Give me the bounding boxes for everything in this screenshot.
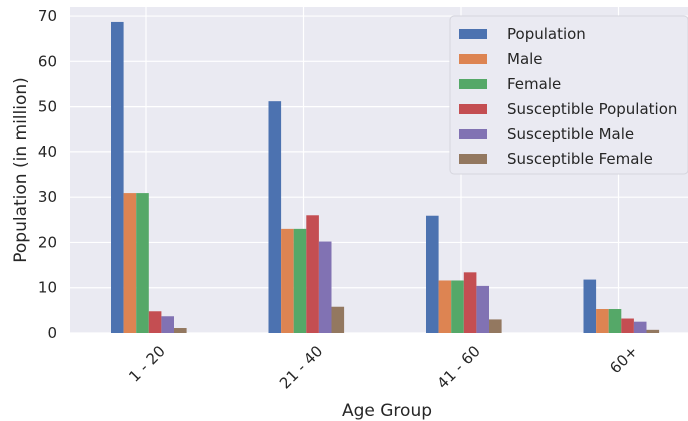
legend-swatch — [459, 54, 487, 64]
legend-label: Female — [507, 75, 561, 93]
x-tick-labels: 1 - 20 21 - 40 41 - 60 60+ — [125, 342, 641, 392]
bar — [318, 241, 332, 333]
legend-swatch — [459, 104, 487, 114]
y-tick-label: 40 — [38, 143, 57, 161]
bar — [281, 228, 294, 333]
legend-label: Susceptible Female — [507, 150, 653, 168]
y-tick-label: 70 — [38, 7, 57, 25]
legend-label: Male — [507, 50, 543, 68]
bar — [331, 306, 345, 333]
bar — [476, 285, 489, 333]
bar — [426, 215, 439, 333]
bar — [293, 228, 307, 333]
y-tick-label: 20 — [38, 233, 57, 251]
legend-label: Population — [507, 25, 586, 43]
bar — [583, 279, 597, 333]
y-tick-label: 50 — [38, 98, 57, 116]
legend-swatch — [459, 29, 487, 39]
bar — [608, 309, 622, 333]
bar — [268, 101, 282, 333]
bar — [306, 215, 319, 333]
bar — [111, 21, 124, 334]
x-tick-label: 1 - 20 — [125, 342, 169, 386]
x-tick-label: 21 - 40 — [276, 342, 326, 392]
bar — [463, 272, 477, 333]
bar — [451, 280, 464, 333]
y-tick-labels: 0 10 20 30 40 50 60 70 — [38, 7, 57, 342]
x-tick-label: 60+ — [606, 342, 641, 377]
legend-label: Susceptible Population — [507, 100, 677, 118]
bars — [111, 21, 660, 334]
legend-swatch — [459, 79, 487, 89]
y-tick-label: 60 — [38, 52, 57, 70]
bar — [633, 321, 647, 333]
bar — [148, 311, 162, 333]
y-tick-label: 30 — [38, 188, 57, 206]
legend-swatch — [459, 154, 487, 164]
y-tick-label: 0 — [47, 324, 57, 342]
bar — [621, 318, 634, 333]
bar — [174, 328, 187, 333]
bar — [646, 329, 660, 333]
bar — [123, 193, 137, 333]
legend-box — [449, 15, 688, 175]
bar — [489, 319, 502, 333]
y-tick-label: 10 — [38, 279, 57, 297]
legend-swatch — [459, 129, 487, 139]
bar — [136, 193, 149, 333]
bar — [161, 316, 174, 333]
legend-label: Susceptible Male — [507, 125, 634, 143]
bar — [438, 280, 452, 333]
legend: Population Male Female Susceptible Populati… — [449, 15, 688, 175]
bar — [596, 309, 609, 333]
x-axis-label: Age Group — [342, 401, 432, 421]
y-axis-label: Population (in million) — [11, 77, 31, 263]
x-tick-label: 41 - 60 — [434, 342, 484, 392]
